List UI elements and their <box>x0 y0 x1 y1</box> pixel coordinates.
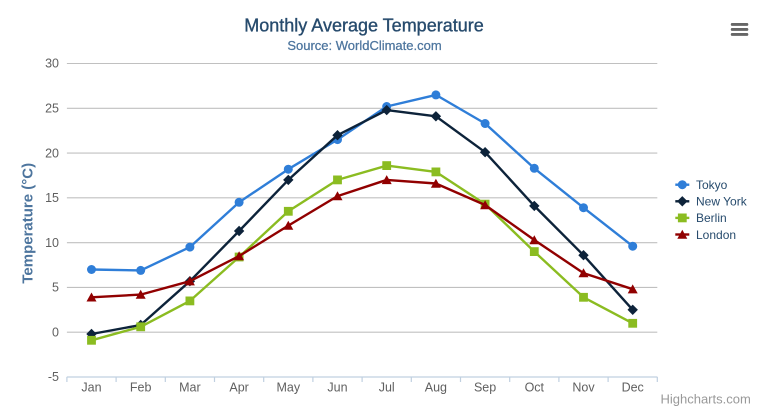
svg-text:Apr: Apr <box>229 381 248 395</box>
svg-text:New York: New York <box>696 195 748 209</box>
svg-text:Monthly Average Temperature: Monthly Average Temperature <box>244 16 483 36</box>
svg-text:Nov: Nov <box>572 381 595 395</box>
svg-text:Sep: Sep <box>474 381 496 395</box>
svg-text:May: May <box>276 381 300 395</box>
svg-text:Jun: Jun <box>327 381 347 395</box>
svg-text:Berlin: Berlin <box>696 211 727 225</box>
svg-text:Aug: Aug <box>425 381 447 395</box>
svg-text:Temperature (°C): Temperature (°C) <box>19 163 36 284</box>
svg-text:Tokyo: Tokyo <box>696 178 728 192</box>
svg-text:Mar: Mar <box>179 381 201 395</box>
svg-text:London: London <box>696 228 736 242</box>
svg-text:25: 25 <box>45 102 59 116</box>
svg-text:20: 20 <box>45 146 59 160</box>
svg-text:0: 0 <box>52 325 59 339</box>
svg-text:Oct: Oct <box>525 381 545 395</box>
svg-text:Source: WorldClimate.com: Source: WorldClimate.com <box>287 38 441 53</box>
svg-text:-5: -5 <box>48 370 59 384</box>
svg-text:15: 15 <box>45 191 59 205</box>
svg-text:30: 30 <box>45 57 59 71</box>
svg-text:Jul: Jul <box>379 381 395 395</box>
svg-text:Dec: Dec <box>622 381 644 395</box>
svg-text:Feb: Feb <box>130 381 152 395</box>
svg-text:Jan: Jan <box>81 381 101 395</box>
svg-text:10: 10 <box>45 236 59 250</box>
svg-text:5: 5 <box>52 281 59 295</box>
svg-text:Highcharts.com: Highcharts.com <box>660 391 750 406</box>
